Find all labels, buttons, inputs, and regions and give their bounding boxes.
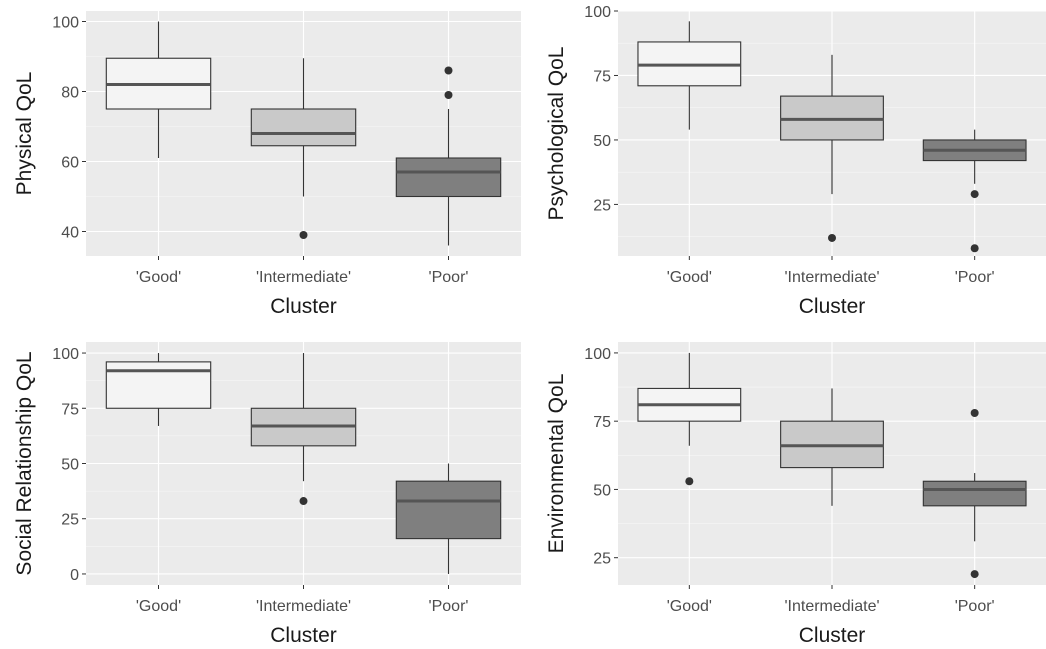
x-tick-label: 'Poor'	[955, 598, 995, 615]
outlier-point	[299, 231, 308, 239]
y-axis-title: Social Relationship QoL	[13, 351, 36, 575]
outlier-point	[828, 233, 836, 242]
outlier-point	[685, 477, 694, 486]
outlier-point	[299, 497, 308, 506]
y-tick-label: 40	[61, 225, 79, 242]
x-axis-title: Cluster	[799, 295, 866, 318]
box-2	[250, 58, 357, 239]
interquartile-box	[922, 480, 1027, 507]
box-3	[395, 463, 502, 574]
x-tick-label: 'Good'	[136, 598, 181, 615]
y-tick-label: 25	[593, 197, 611, 214]
x-tick-label: 'Intermediate'	[256, 598, 351, 615]
y-tick-label: 75	[593, 414, 611, 431]
x-tick-label: 'Good'	[667, 269, 712, 286]
y-tick-label: 25	[593, 551, 611, 568]
psychological-panel: 25 50 75 100 'Good' 'Intermediate' 'Poor' Clust…	[545, 4, 1046, 318]
y-axis-title: Environmental QoL	[545, 374, 568, 554]
y-tick-label: 100	[52, 15, 79, 32]
x-tick-label: 'Poor'	[429, 598, 469, 615]
x-tick-label: 'Intermediate'	[784, 269, 879, 286]
y-tick-label: 100	[584, 346, 611, 363]
y-axis-title: Physical QoL	[13, 72, 36, 196]
y-tick-label: 75	[61, 401, 79, 418]
x-axis-title: Cluster	[270, 624, 337, 647]
box-1	[105, 21, 212, 158]
outlier-point	[970, 244, 979, 253]
outlier-point	[970, 190, 979, 199]
y-tick-label: 0	[70, 567, 79, 584]
box-1	[105, 353, 212, 426]
y-tick-label: 75	[593, 68, 611, 85]
y-tick-label: 80	[61, 85, 79, 102]
x-axis-title: Cluster	[270, 295, 337, 318]
outlier-point	[970, 408, 979, 417]
outlier-point	[970, 570, 979, 579]
box-1	[637, 21, 742, 130]
x-axis-title: Cluster	[799, 624, 866, 647]
social-relationship-panel: 0 25 50 75 100 'Good' 'Intermediate' 'Poor' Clus…	[13, 342, 521, 647]
x-tick-label: 'Poor'	[429, 269, 469, 286]
interquartile-box	[105, 361, 212, 409]
y-tick-label: 100	[584, 4, 611, 21]
x-tick-label: 'Good'	[136, 269, 181, 286]
outlier-point	[444, 91, 453, 99]
interquartile-box	[395, 157, 502, 198]
box-3	[395, 66, 502, 246]
box-2	[250, 353, 357, 506]
y-tick-label: 50	[593, 482, 611, 499]
environmental-panel: 25 50 75 100 'Good' 'Intermediate' 'Poor' Clust…	[545, 342, 1046, 647]
x-tick-label: 'Good'	[667, 598, 712, 615]
box-1	[637, 352, 742, 486]
box-3	[922, 129, 1027, 253]
interquartile-box	[395, 480, 502, 540]
box-3	[922, 408, 1027, 579]
x-tick-label: 'Intermediate'	[256, 269, 351, 286]
y-tick-label: 60	[61, 155, 79, 172]
box-2	[780, 388, 884, 506]
x-tick-label: 'Intermediate'	[784, 598, 879, 615]
y-tick-label: 50	[61, 457, 79, 474]
y-tick-label: 25	[61, 512, 79, 529]
y-tick-label: 50	[593, 133, 611, 150]
box-2	[780, 54, 884, 242]
y-axis-title: Psychological QoL	[545, 47, 568, 221]
physical-panel: 40 60 80 100 'Good' 'Intermediate' 'Poor' Clust…	[13, 11, 521, 318]
y-tick-label: 100	[52, 346, 79, 363]
x-tick-label: 'Poor'	[955, 269, 995, 286]
interquartile-box	[250, 108, 357, 147]
outlier-point	[444, 66, 453, 75]
